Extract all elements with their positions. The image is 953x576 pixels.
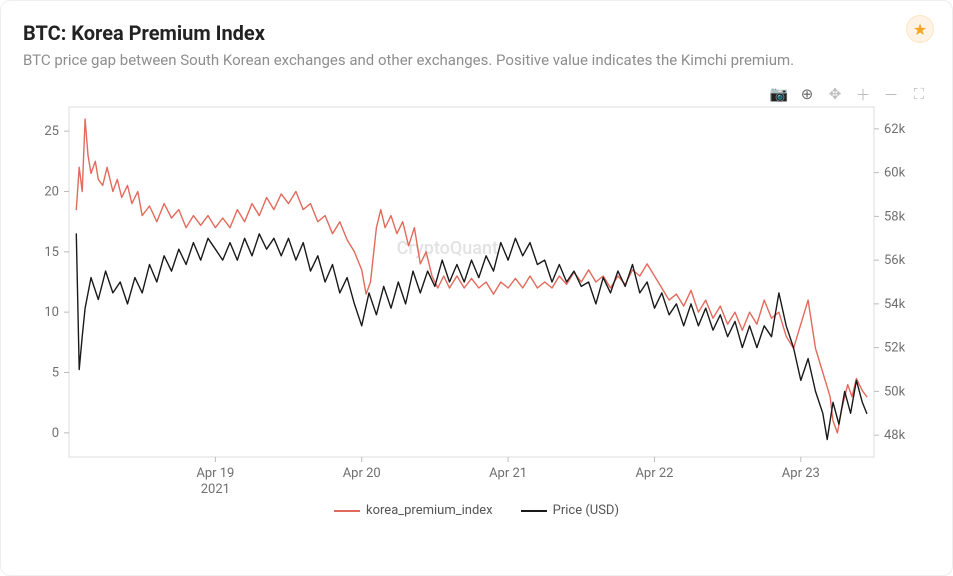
y-right-tick-label: 56k <box>884 253 906 268</box>
y-left-tick-label: 0 <box>52 426 59 441</box>
y-right-tick-label: 52k <box>884 341 906 356</box>
legend-label: korea_premium_index <box>366 503 493 518</box>
y-left-tick-label: 25 <box>44 124 59 139</box>
legend-swatch <box>334 510 360 512</box>
star-glyph: ★ <box>913 20 927 39</box>
y-right-tick-label: 62k <box>884 122 906 137</box>
legend-swatch <box>521 510 547 512</box>
y-right-tick-label: 48k <box>884 428 906 443</box>
x-tick-label: Apr 19 <box>196 466 234 481</box>
y-left-tick-label: 20 <box>44 184 59 199</box>
favorite-star-icon[interactable]: ★ <box>906 15 934 43</box>
watermark-text: CryptoQuant <box>397 238 498 259</box>
y-right-tick-label: 50k <box>884 384 906 399</box>
legend-item[interactable]: Price (USD) <box>521 503 619 518</box>
chart-svg: 0 5 10 15 20 25 48k 50k 52k 54k 56k 58k 60k 62k Apr 19… <box>23 97 928 497</box>
chart-area: 0 5 10 15 20 25 48k 50k 52k 54k 56k 58k 60k 62k Apr 19… <box>23 97 930 497</box>
y-right-tick-label: 58k <box>884 209 906 224</box>
series-korea_premium_index <box>76 119 866 433</box>
x-tick-label: Apr 21 <box>489 466 527 481</box>
x-sublabel: 2021 <box>201 482 230 497</box>
y-left-tick-label: 15 <box>44 245 59 260</box>
y-right-tick-label: 60k <box>884 166 906 181</box>
series-Price (USD) <box>76 234 866 440</box>
x-tick-label: Apr 22 <box>635 466 673 481</box>
chart-title: BTC: Korea Premium Index <box>23 21 930 45</box>
y-right-tick-label: 54k <box>884 297 906 312</box>
chart-subtitle: BTC price gap between South Korean excha… <box>23 51 930 69</box>
chart-legend: korea_premium_index Price (USD) <box>23 503 930 518</box>
x-tick-label: Apr 20 <box>343 466 381 481</box>
y-left-tick-label: 5 <box>52 366 59 381</box>
chart-card: ★ BTC: Korea Premium Index BTC price gap… <box>0 0 953 576</box>
legend-label: Price (USD) <box>553 503 619 518</box>
legend-item[interactable]: korea_premium_index <box>334 503 493 518</box>
x-tick-label: Apr 23 <box>782 466 820 481</box>
y-left-tick-label: 10 <box>44 305 59 320</box>
